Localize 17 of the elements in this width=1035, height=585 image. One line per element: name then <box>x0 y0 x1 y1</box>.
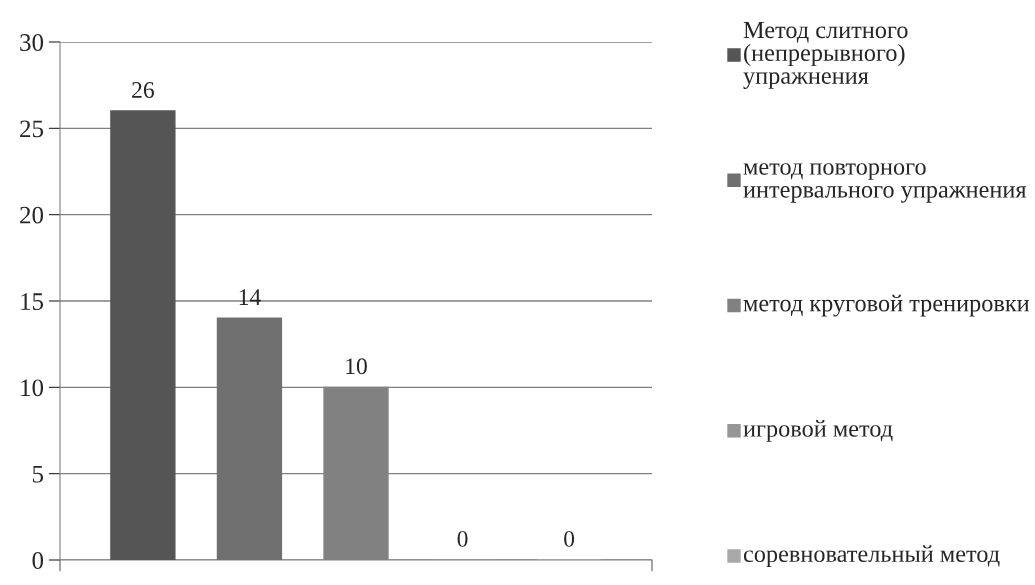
y-tick-label: 5 <box>32 465 44 483</box>
y-tick-label: 20 <box>20 206 44 224</box>
y-tick-label: 30 <box>20 34 44 51</box>
y-tick-label: 10 <box>21 379 44 397</box>
data-label: 0 <box>457 530 468 547</box>
data-label: 10 <box>346 358 367 375</box>
y-tick-label: 15 <box>21 293 44 310</box>
data-label: 14 <box>239 289 261 305</box>
legend-label: метод круговой тренировки <box>743 294 1030 317</box>
legend-label: Метод слитного (непрерывного) упражнения <box>743 22 908 89</box>
y-tick-label: 25 <box>20 120 44 138</box>
y-tick-label: 0 <box>32 552 44 569</box>
legend-label: метод повторного интервального упражнения <box>743 163 1027 203</box>
data-label: 26 <box>132 82 154 98</box>
legend-label: игровой метод <box>743 419 893 442</box>
legend-label: соревновательный метод <box>743 545 1000 568</box>
data-label: 0 <box>564 530 575 547</box>
